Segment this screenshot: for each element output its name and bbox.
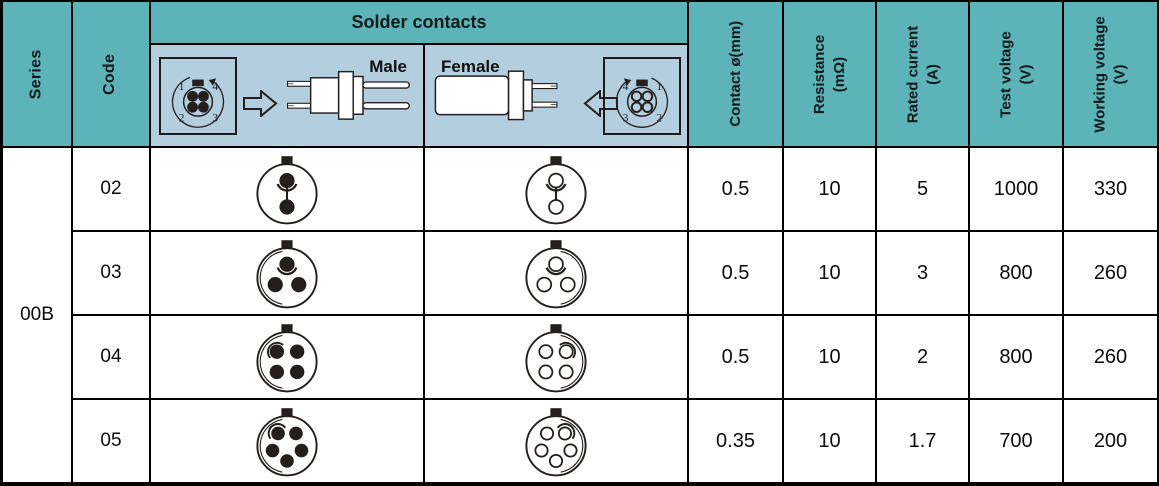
male-subheader-cell: 1 4 2 3 Male <box>151 45 425 146</box>
code-cell-05: 05 <box>73 400 151 482</box>
series-column-header: Series <box>3 2 73 148</box>
solder-contacts-subheader: 1 4 2 3 Male Female <box>151 45 687 146</box>
male-pin-number: 4 <box>212 81 218 93</box>
resistance-column-header: Resistance (mΩ) <box>784 2 877 148</box>
female-face-3-contacts-diagram <box>525 240 587 309</box>
contact-diameter-cell-02: 0.5 <box>689 148 784 232</box>
female-face-4-contacts-diagram <box>525 324 587 393</box>
code-cell-03: 03 <box>73 232 151 316</box>
male-pin-number: 2 <box>179 112 185 124</box>
working-voltage-cell-05: 200 <box>1064 400 1157 482</box>
female-contact-diagram-cell-05 <box>425 400 689 482</box>
contact-diameter-cell-05: 0.35 <box>689 400 784 482</box>
male-face-4-contacts-diagram <box>256 324 318 393</box>
working-voltage-cell-03: 260 <box>1064 232 1157 316</box>
rated-current-column-header: Rated current (A) <box>877 2 970 148</box>
male-face-numbered-diagram: 1 4 2 3 <box>171 76 225 128</box>
code-cell-04: 04 <box>73 316 151 400</box>
working-voltage-header-label: Working voltage <box>1092 15 1109 133</box>
test-voltage-cell-03: 800 <box>970 232 1064 316</box>
contact-diameter-column-header: Contact ø(mm) <box>689 2 784 148</box>
resistance-cell-02: 10 <box>784 148 877 232</box>
resistance-header-unit: (mΩ) <box>830 56 848 92</box>
female-pin-number: 4 <box>623 81 629 93</box>
female-subheader-cell: Female 4 1 3 2 <box>425 45 687 146</box>
male-label: Male <box>369 57 407 76</box>
rated-current-cell-04: 2 <box>877 316 970 400</box>
arrow-right-icon <box>243 90 278 117</box>
code-cell-02: 02 <box>73 148 151 232</box>
female-pin-number: 3 <box>623 112 629 124</box>
female-face-numbered-diagram: 4 1 3 2 <box>615 77 669 128</box>
female-pin-number: 2 <box>656 112 662 124</box>
series-column-header-label: Series <box>27 49 45 99</box>
code-column-header-label: Code <box>101 53 119 95</box>
contact-diameter-header-label: Contact ø(mm) <box>726 21 744 127</box>
test-voltage-header-label: Test voltage <box>997 30 1015 118</box>
rated-current-header-unit: (A) <box>923 63 941 85</box>
male-contact-diagram-cell-04 <box>151 316 425 400</box>
resistance-header-label: Resistance <box>811 34 828 114</box>
working-voltage-cell-02: 330 <box>1064 148 1157 232</box>
contact-diameter-cell-04: 0.5 <box>689 316 784 400</box>
male-connector-side-view <box>286 70 410 120</box>
rated-current-cell-05: 1.7 <box>877 400 970 482</box>
test-voltage-column-header: Test voltage (V) <box>970 2 1064 148</box>
female-pin-number: 1 <box>656 81 662 93</box>
female-contact-diagram-cell-03 <box>425 232 689 316</box>
male-pin-number: 1 <box>179 81 185 93</box>
male-face-5-contacts-diagram <box>256 408 318 477</box>
female-contact-diagram-cell-02 <box>425 148 689 232</box>
female-label: Female <box>441 57 500 76</box>
test-voltage-header-unit: (V) <box>1016 64 1034 85</box>
series-value-cell: 00B <box>3 148 73 482</box>
arrow-left-icon <box>583 90 618 117</box>
test-voltage-cell-02: 1000 <box>970 148 1064 232</box>
resistance-cell-04: 10 <box>784 316 877 400</box>
female-face-5-contacts-diagram <box>525 408 587 477</box>
female-contact-diagram-cell-04 <box>425 316 689 400</box>
resistance-cell-05: 10 <box>784 400 877 482</box>
male-face-3-contacts-diagram <box>256 240 318 309</box>
male-contact-diagram-cell-05 <box>151 400 425 482</box>
female-face-2-contacts-diagram <box>525 156 587 225</box>
test-voltage-cell-04: 800 <box>970 316 1064 400</box>
working-voltage-column-header: Working voltage (V) <box>1064 2 1157 148</box>
working-voltage-cell-04: 260 <box>1064 316 1157 400</box>
rated-current-cell-03: 3 <box>877 232 970 316</box>
female-connector-side-view <box>434 70 558 121</box>
rated-current-header-label: Rated current <box>904 25 921 123</box>
rated-current-cell-02: 5 <box>877 148 970 232</box>
code-column-header: Code <box>73 2 151 148</box>
working-voltage-header-unit: (V) <box>1111 64 1129 84</box>
contact-diameter-cell-03: 0.5 <box>689 232 784 316</box>
male-pin-number: 3 <box>212 112 218 124</box>
male-contact-diagram-cell-03 <box>151 232 425 316</box>
resistance-cell-03: 10 <box>784 232 877 316</box>
female-face-view-diagram: 4 1 3 2 <box>603 57 681 135</box>
male-face-view-diagram: 1 4 2 3 <box>159 57 237 135</box>
solder-contacts-header: Solder contacts 1 4 2 3 Male <box>151 2 689 148</box>
solder-contacts-title: Solder contacts <box>151 2 687 45</box>
male-face-2-contacts-diagram <box>256 156 318 225</box>
test-voltage-cell-05: 700 <box>970 400 1064 482</box>
male-contact-diagram-cell-02 <box>151 148 425 232</box>
